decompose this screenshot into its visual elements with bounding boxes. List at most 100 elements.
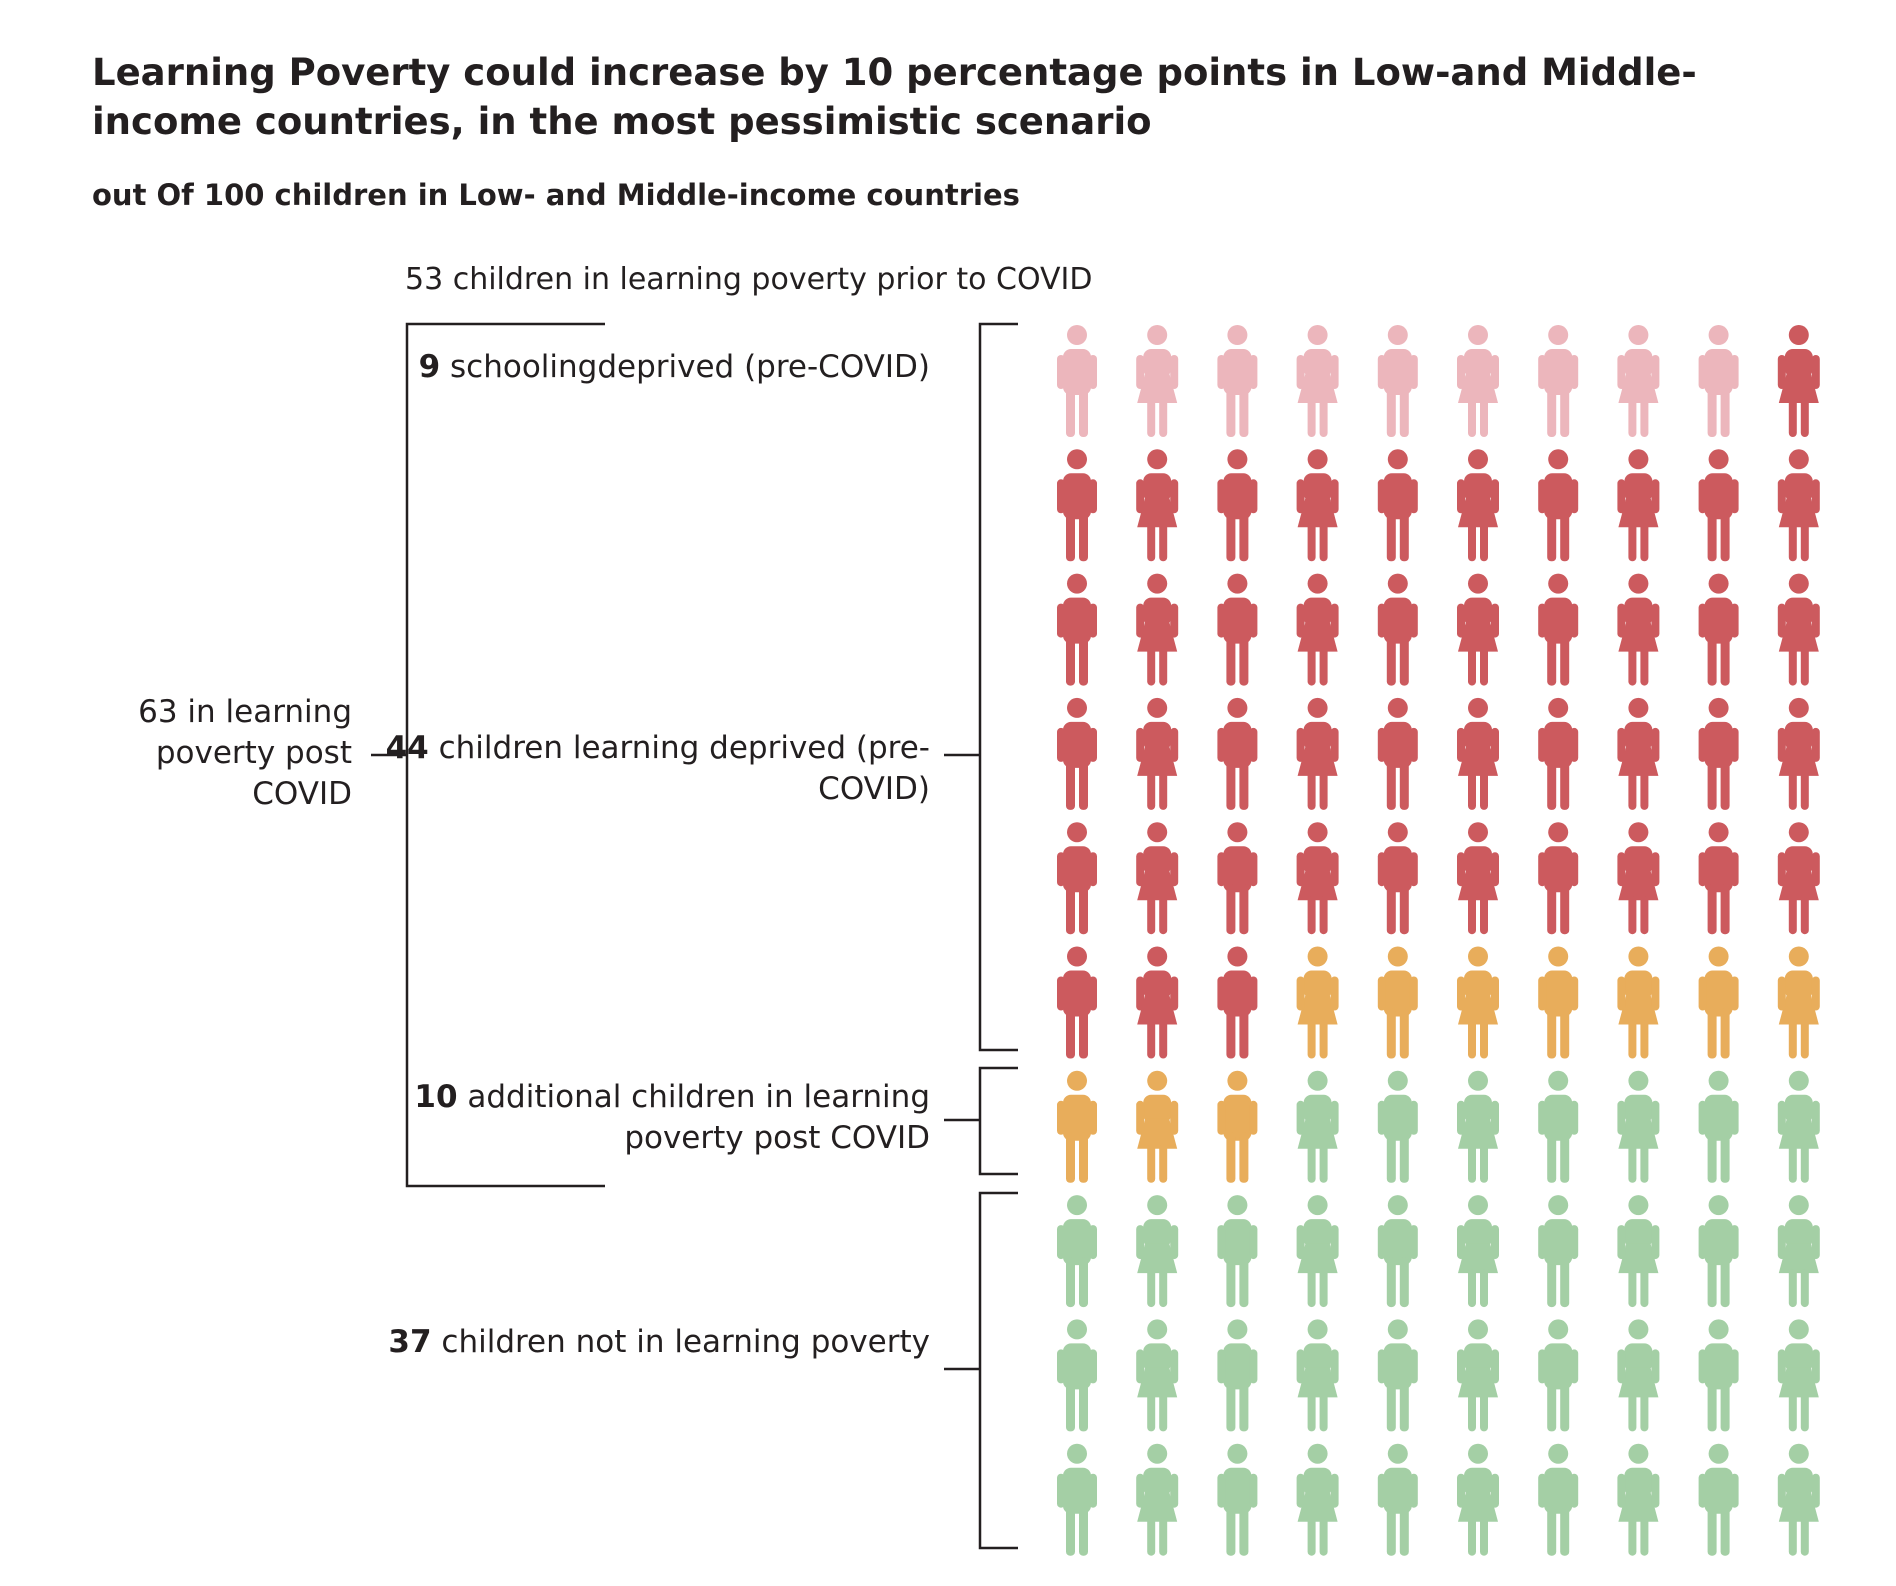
- child-icon-learning-deprived: [1296, 822, 1339, 935]
- additional-label: 10 additional children in learning pover…: [350, 1077, 930, 1159]
- child-icon-additional: [1457, 946, 1499, 1059]
- child-icon-learning-deprived: [1777, 697, 1820, 810]
- child-icon-learning-deprived: [1377, 697, 1418, 810]
- child-icon-not-in-poverty: [1217, 1443, 1258, 1556]
- child-icon-learning-deprived: [1217, 449, 1258, 562]
- child-icon-not-in-poverty: [1057, 1319, 1097, 1432]
- child-icon-not-in-poverty: [1777, 1319, 1820, 1432]
- child-icon-additional: [1296, 946, 1339, 1059]
- additional-count: 10: [414, 1079, 458, 1115]
- schooling-deprived-text: schoolingdeprived (pre-COVID): [440, 349, 930, 385]
- child-icon-additional: [1217, 1070, 1258, 1183]
- child-icon-schooling-deprived: [1538, 325, 1579, 437]
- child-icon-not-in-poverty: [1377, 1195, 1418, 1308]
- child-icon-not-in-poverty: [1296, 1443, 1339, 1556]
- child-icon-additional: [1698, 946, 1739, 1059]
- not-in-poverty-text: children not in learning poverty: [431, 1324, 930, 1360]
- child-icon-learning-deprived: [1457, 449, 1499, 562]
- child-icon-learning-deprived: [1377, 449, 1418, 562]
- child-icon-not-in-poverty: [1457, 1195, 1499, 1308]
- prior-covid-bracket: [978, 322, 1018, 1052]
- post-covid-label: 63 in learning poverty post COVID: [138, 694, 352, 812]
- child-icon-not-in-poverty: [1136, 1195, 1179, 1308]
- child-icon-not-in-poverty: [1457, 1319, 1499, 1432]
- child-icon-not-in-poverty: [1296, 1195, 1339, 1308]
- child-icon-not-in-poverty: [1698, 1319, 1739, 1432]
- not-in-poverty-count: 37: [388, 1324, 432, 1360]
- child-icon-schooling-deprived: [1057, 325, 1097, 437]
- child-icon-learning-deprived: [1136, 697, 1179, 810]
- child-icon-additional: [1136, 1070, 1179, 1183]
- child-icon-learning-deprived: [1057, 449, 1097, 562]
- child-icon-learning-deprived: [1457, 822, 1499, 935]
- child-icon-not-in-poverty: [1217, 1319, 1258, 1432]
- child-icon-not-in-poverty: [1777, 1070, 1820, 1183]
- child-icon-learning-deprived: [1457, 697, 1499, 810]
- child-icon-learning-deprived: [1057, 697, 1097, 810]
- child-icon-learning-deprived: [1617, 697, 1660, 810]
- learning-deprived-label: 44 children learning deprived (pre-COVID…: [350, 728, 930, 810]
- child-icon-not-in-poverty: [1296, 1070, 1339, 1183]
- child-icon-learning-deprived: [1057, 573, 1097, 686]
- child-icon-not-in-poverty: [1698, 1070, 1739, 1183]
- child-icon-schooling-deprived: [1217, 325, 1258, 437]
- child-icon-not-in-poverty: [1617, 1195, 1660, 1308]
- prior-covid-label: 53 children in learning poverty prior to…: [405, 262, 1093, 297]
- child-icon-learning-deprived: [1617, 822, 1660, 935]
- learning-deprived-text: children learning deprived (pre-COVID): [428, 730, 930, 807]
- child-icon-additional: [1377, 946, 1418, 1059]
- child-icon-not-in-poverty: [1698, 1195, 1739, 1308]
- chart-title: Learning Poverty could increase by 10 pe…: [92, 51, 1697, 143]
- child-icon-additional: [1777, 946, 1820, 1059]
- child-icon-additional: [1057, 1070, 1097, 1183]
- not-in-poverty-bracket: [978, 1191, 1018, 1550]
- child-icon-learning-deprived: [1457, 573, 1499, 686]
- child-icon-not-in-poverty: [1057, 1195, 1097, 1308]
- child-icon-not-in-poverty: [1136, 1443, 1179, 1556]
- child-icon-schooling-deprived: [1136, 325, 1179, 437]
- child-icon-not-in-poverty: [1538, 1195, 1579, 1308]
- child-icon-learning-deprived: [1698, 697, 1739, 810]
- child-icon-learning-deprived: [1217, 573, 1258, 686]
- schooling-deprived-count: 9: [418, 349, 441, 385]
- child-icon-learning-deprived: [1538, 573, 1579, 686]
- child-icon-learning-deprived: [1698, 573, 1739, 686]
- child-icon-learning-deprived: [1296, 573, 1339, 686]
- child-icon-not-in-poverty: [1377, 1319, 1418, 1432]
- child-icon-learning-deprived: [1217, 697, 1258, 810]
- not-in-poverty-label: 37 children not in learning poverty: [350, 1322, 930, 1363]
- child-icon-learning-deprived: [1136, 573, 1179, 686]
- child-icon-not-in-poverty: [1217, 1195, 1258, 1308]
- child-icon-learning-deprived: [1057, 946, 1097, 1059]
- child-icon-learning-deprived: [1777, 325, 1820, 437]
- child-icon-schooling-deprived: [1457, 325, 1499, 437]
- schooling-deprived-label: 9 schoolingdeprived (pre-COVID): [350, 347, 930, 388]
- child-icon-learning-deprived: [1538, 449, 1579, 562]
- child-icon-learning-deprived: [1296, 449, 1339, 562]
- child-icon-not-in-poverty: [1538, 1443, 1579, 1556]
- child-icon-learning-deprived: [1136, 822, 1179, 935]
- child-icon-not-in-poverty: [1057, 1443, 1097, 1556]
- child-icon-not-in-poverty: [1617, 1070, 1660, 1183]
- chart-subtitle: out Of 100 children in Low- and Middle-i…: [92, 178, 1020, 212]
- child-icon-not-in-poverty: [1698, 1443, 1739, 1556]
- child-icon-learning-deprived: [1538, 697, 1579, 810]
- child-icon-learning-deprived: [1617, 449, 1660, 562]
- child-icon-learning-deprived: [1377, 573, 1418, 686]
- additional-text: additional children in learning poverty …: [457, 1079, 930, 1156]
- child-icon-learning-deprived: [1777, 573, 1820, 686]
- child-icon-not-in-poverty: [1538, 1319, 1579, 1432]
- child-icon-not-in-poverty: [1296, 1319, 1339, 1432]
- child-icon-learning-deprived: [1377, 822, 1418, 935]
- child-icon-learning-deprived: [1296, 697, 1339, 810]
- child-icon-not-in-poverty: [1136, 1319, 1179, 1432]
- child-icon-additional: [1617, 946, 1660, 1059]
- child-icon-schooling-deprived: [1377, 325, 1418, 437]
- child-icon-learning-deprived: [1217, 822, 1258, 935]
- child-icon-schooling-deprived: [1296, 325, 1339, 437]
- child-icon-learning-deprived: [1777, 822, 1820, 935]
- child-icon-not-in-poverty: [1457, 1070, 1499, 1183]
- child-icon-not-in-poverty: [1617, 1319, 1660, 1432]
